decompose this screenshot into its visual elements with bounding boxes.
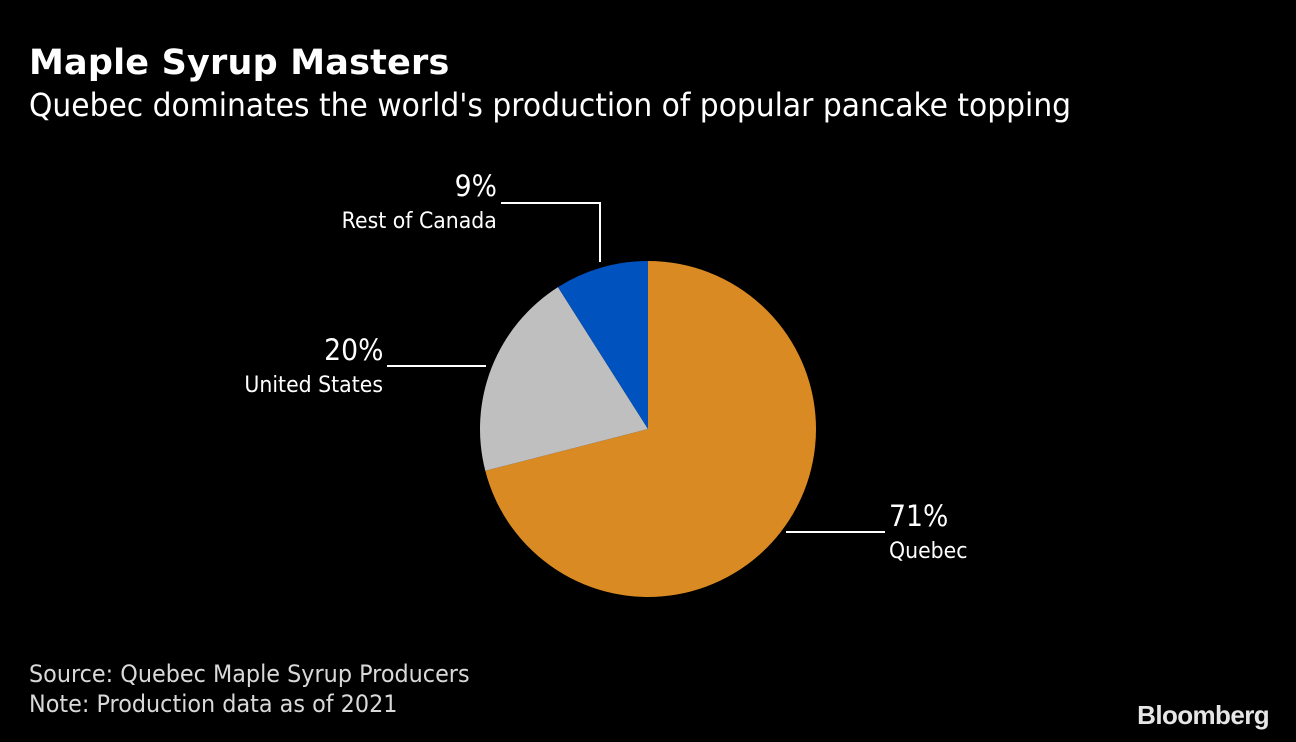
leader-lines (387, 202, 885, 533)
pie-slices (480, 261, 817, 597)
source-note: Source: Quebec Maple Syrup Producers (29, 660, 470, 688)
pie-slice-rest-of-canada (557, 261, 648, 429)
label-pct-quebec: 71% (889, 499, 949, 533)
label-pct-rest-of-canada: 9% (454, 169, 497, 203)
label-name-rest-of-canada: Rest of Canada (341, 209, 497, 234)
bloomberg-logo: Bloomberg (1137, 700, 1269, 730)
chart-title: Maple Syrup Masters (29, 43, 450, 83)
leader-line-rest-of-canada (501, 202, 601, 262)
pie-slice-quebec (485, 261, 817, 597)
pie-slice-united-states (480, 287, 648, 471)
footnote: Note: Production data as of 2021 (29, 690, 398, 718)
label-pct-united-states: 20% (323, 333, 383, 367)
label-name-united-states: United States (244, 373, 383, 398)
label-name-quebec: Quebec (889, 539, 968, 564)
chart-subtitle: Quebec dominates the world's production … (29, 86, 1072, 124)
